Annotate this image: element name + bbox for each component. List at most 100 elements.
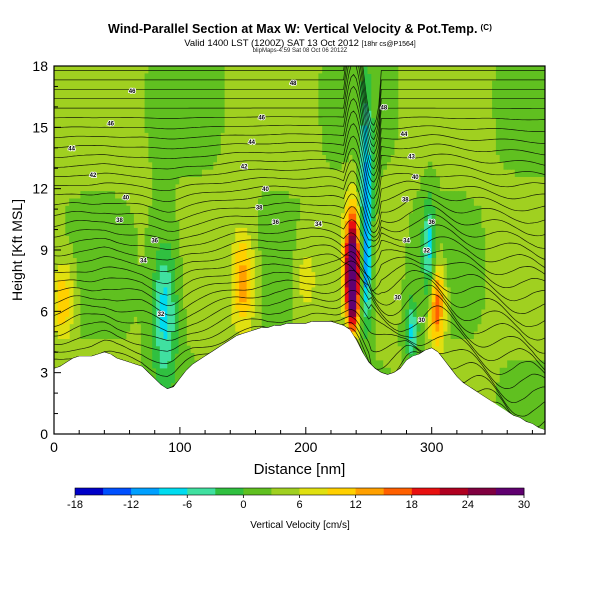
field-cell [156, 147, 161, 155]
field-cell [401, 279, 406, 288]
field-cell [461, 198, 467, 207]
field-cell [367, 250, 372, 258]
field-cell [503, 66, 508, 74]
field-cell [133, 272, 138, 281]
field-cell [412, 338, 418, 347]
field-cell [341, 147, 346, 155]
field-cell [171, 139, 176, 148]
field-cell [174, 176, 180, 185]
field-cell [106, 294, 112, 303]
field-cell [371, 66, 376, 74]
field-cell [114, 213, 119, 222]
field-cell [276, 294, 282, 303]
field-cell [537, 411, 542, 420]
field-cell [526, 139, 531, 148]
field-cell [231, 242, 236, 251]
field-cell [152, 279, 157, 288]
contour-label: 40 [262, 187, 269, 193]
field-cell [144, 308, 149, 317]
field-cell [276, 227, 282, 236]
field-cell [405, 353, 410, 361]
field-cell [371, 331, 376, 339]
field-cell [208, 73, 214, 82]
field-cell [348, 205, 353, 214]
field-cell [95, 257, 100, 266]
field-cell [129, 316, 134, 325]
field-cell [390, 102, 395, 111]
field-cell [156, 279, 161, 288]
field-cell [265, 279, 270, 288]
field-cell [344, 242, 350, 251]
field-cell [371, 205, 376, 214]
field-cell [514, 367, 520, 376]
field-cell [201, 161, 206, 170]
field-cell [152, 308, 157, 317]
field-cell [239, 286, 244, 295]
field-cell [110, 279, 116, 288]
field-cell [110, 272, 116, 281]
field-cell [167, 316, 172, 325]
field-cell [76, 205, 82, 214]
field-cell [469, 250, 474, 258]
field-cell [401, 323, 406, 332]
field-cell [401, 345, 406, 354]
field-cell [480, 250, 486, 258]
field-cell [393, 102, 399, 111]
field-cell [201, 73, 206, 82]
field-cell [529, 88, 535, 97]
field-cell [171, 323, 176, 332]
field-cell [541, 124, 545, 133]
field-cell [106, 213, 112, 222]
field-cell [371, 353, 376, 361]
field-cell [159, 264, 165, 273]
field-cell [344, 264, 350, 273]
field-cell [344, 294, 350, 303]
field-cell [88, 213, 93, 222]
field-cell [514, 139, 520, 148]
field-cell [431, 338, 437, 347]
field-cell [114, 227, 119, 236]
field-cell [152, 191, 157, 200]
field-cell [171, 147, 176, 155]
field-cell [246, 235, 251, 244]
field-cell [522, 73, 527, 82]
field-cell [284, 242, 289, 251]
field-cell [533, 139, 539, 148]
field-cell [144, 264, 149, 273]
field-cell [363, 198, 369, 207]
field-cell [454, 301, 459, 310]
field-cell [152, 323, 157, 332]
field-cell [125, 316, 131, 325]
field-cell [205, 88, 210, 97]
y-tick-label: 6 [40, 303, 48, 319]
field-cell [273, 220, 278, 229]
field-cell [526, 382, 531, 391]
field-cell [495, 147, 501, 155]
field-cell [363, 161, 369, 170]
field-cell [537, 117, 542, 126]
field-cell [424, 250, 429, 258]
field-cell [405, 250, 410, 258]
field-cell [344, 308, 350, 317]
field-cell [401, 301, 406, 310]
field-cell [284, 264, 289, 273]
field-cell [439, 279, 444, 288]
field-cell [533, 110, 539, 119]
field-cell [144, 124, 149, 133]
field-cell [356, 80, 361, 89]
field-cell [352, 323, 357, 332]
field-cell [193, 139, 199, 148]
field-cell [84, 279, 89, 288]
field-cell [507, 147, 512, 155]
field-cell [537, 102, 542, 111]
field-cell [469, 308, 474, 317]
field-cell [148, 264, 153, 273]
field-cell [344, 117, 350, 126]
field-cell [84, 220, 89, 229]
field-cell [473, 286, 478, 295]
field-cell [537, 404, 542, 413]
field-cell [167, 95, 172, 104]
field-cell [454, 272, 459, 281]
field-cell [110, 264, 116, 273]
